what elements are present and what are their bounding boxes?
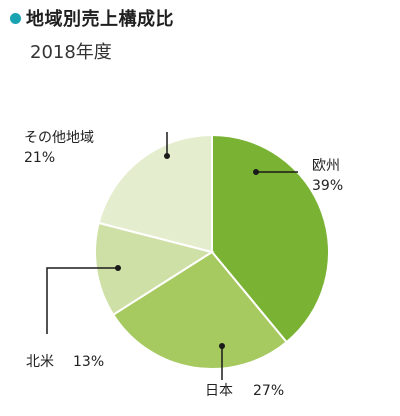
slice-value-other: 21%	[24, 150, 55, 166]
slice-value-europe: 39%	[312, 178, 343, 194]
chart-title: 地域別売上構成比	[26, 9, 174, 30]
slice-label-japan: 日本	[205, 383, 233, 399]
slice-value-japan: 27%	[253, 383, 284, 399]
slice-label-north-america: 北米	[26, 354, 54, 370]
title-bullet-icon	[10, 12, 21, 24]
pie-slice-japan	[111, 250, 288, 370]
leader-dot-japan	[219, 343, 225, 349]
slice-value-north-america: 13%	[73, 354, 104, 370]
slice-label-europe: 欧州	[312, 158, 340, 174]
pie-slice-other	[97, 133, 213, 254]
pie-slice-north-america	[94, 221, 215, 317]
slice-label-other: その他地域	[24, 130, 94, 146]
leader-line-north-america	[46, 267, 118, 334]
chart-heading: 地域別売上構成比	[10, 4, 174, 32]
leader-dot-europe	[253, 169, 259, 175]
leader-dot-other	[164, 153, 170, 159]
pie-slices	[94, 133, 330, 370]
leader-dot-north-america	[115, 265, 121, 271]
chart-subtitle: 2018年度	[30, 42, 112, 63]
pie-slice-europe	[211, 133, 330, 344]
